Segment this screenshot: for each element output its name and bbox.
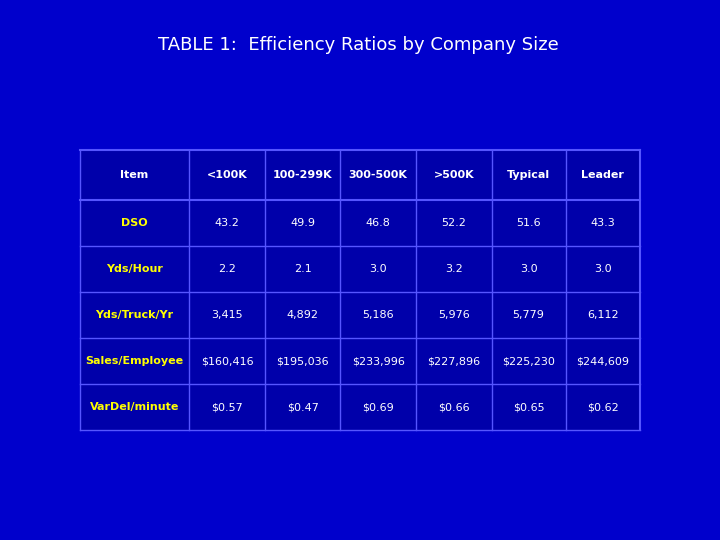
Text: 3,415: 3,415 (211, 310, 243, 320)
Text: <100K: <100K (207, 170, 248, 180)
Text: >500K: >500K (433, 170, 474, 180)
Text: 2.2: 2.2 (218, 264, 236, 274)
Text: DSO: DSO (121, 218, 148, 228)
Text: 5,976: 5,976 (438, 310, 469, 320)
Bar (80, 150, 640, 430)
Text: $0.47: $0.47 (287, 402, 318, 412)
Text: Yds/Truck/Yr: Yds/Truck/Yr (96, 310, 174, 320)
Text: $160,416: $160,416 (201, 356, 253, 366)
Text: 3.0: 3.0 (369, 264, 387, 274)
Text: 5,779: 5,779 (513, 310, 544, 320)
Text: 5,186: 5,186 (362, 310, 394, 320)
Text: Sales/Employee: Sales/Employee (86, 356, 184, 366)
Text: $0.65: $0.65 (513, 402, 544, 412)
Text: $244,609: $244,609 (576, 356, 629, 366)
Text: $195,036: $195,036 (276, 356, 329, 366)
Text: Typical: Typical (507, 170, 550, 180)
Text: $233,996: $233,996 (352, 356, 405, 366)
Text: Yds/Hour: Yds/Hour (106, 264, 163, 274)
Text: TABLE 1:  Efficiency Ratios by Company Size: TABLE 1: Efficiency Ratios by Company Si… (158, 36, 559, 54)
Text: 3.2: 3.2 (445, 264, 463, 274)
Text: 3.0: 3.0 (520, 264, 537, 274)
Text: 4,892: 4,892 (287, 310, 319, 320)
Text: 6,112: 6,112 (587, 310, 618, 320)
Text: $0.57: $0.57 (211, 402, 243, 412)
Text: 100-299K: 100-299K (273, 170, 333, 180)
Text: 52.2: 52.2 (441, 218, 467, 228)
Text: 2.1: 2.1 (294, 264, 312, 274)
Text: $225,230: $225,230 (502, 356, 555, 366)
Text: $0.62: $0.62 (587, 402, 618, 412)
Text: 46.8: 46.8 (366, 218, 391, 228)
Text: 43.3: 43.3 (590, 218, 615, 228)
Text: $227,896: $227,896 (427, 356, 480, 366)
Text: 49.9: 49.9 (290, 218, 315, 228)
Text: $0.69: $0.69 (362, 402, 394, 412)
Text: 3.0: 3.0 (594, 264, 611, 274)
Text: 51.6: 51.6 (516, 218, 541, 228)
Text: 43.2: 43.2 (215, 218, 240, 228)
Text: VarDel/minute: VarDel/minute (90, 402, 179, 412)
Text: Leader: Leader (581, 170, 624, 180)
Text: $0.66: $0.66 (438, 402, 469, 412)
Text: Item: Item (120, 170, 149, 180)
Text: 300-500K: 300-500K (348, 170, 408, 180)
